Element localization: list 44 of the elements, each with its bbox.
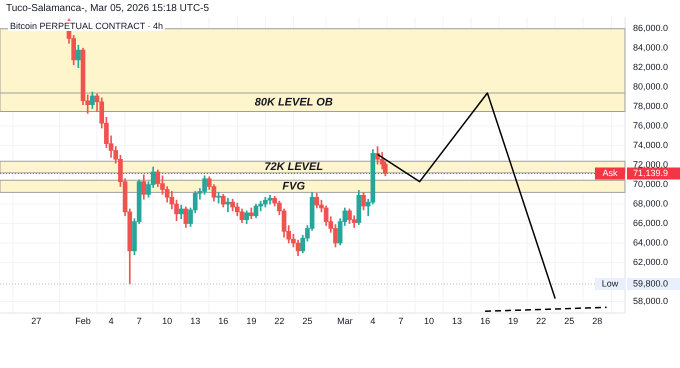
text: 71,139.9 [632, 168, 668, 178]
band-label: 80K LEVEL OB [254, 96, 333, 108]
ref-line-label: Ask [602, 168, 618, 178]
y-tick-label: 84,000.0 [632, 42, 668, 53]
y-tick-label: 76,000.0 [632, 120, 668, 131]
x-tick-label: 27 [31, 316, 42, 326]
x-tick-label: 7 [136, 316, 142, 326]
x-tick-label: 10 [424, 316, 434, 326]
x-tick-label: 13 [452, 316, 462, 326]
y-tick-label: 68,000.0 [632, 198, 668, 209]
x-tick-label: Feb [75, 316, 91, 326]
x-tick-label: Mar [337, 316, 353, 326]
candlestick [226, 198, 230, 212]
y-tick-label: 72,000.0 [632, 160, 668, 170]
text: Bitcoin PERPETUAL CONTRACT · 4h [8, 21, 166, 31]
x-tick-label: 4 [108, 316, 114, 326]
y-tick-label: 70,000.0 [632, 179, 668, 190]
band-label: FVG [282, 180, 306, 192]
x-tick-label: 16 [218, 316, 228, 326]
x-tick-label: 10 [162, 316, 172, 326]
x-tick-label: 7 [398, 316, 404, 326]
y-tick-label: 80,000.0 [632, 82, 668, 92]
x-tick-label: 19 [246, 316, 256, 326]
x-tick-label: 4 [370, 316, 376, 326]
y-tick-label: 58,000.0 [632, 296, 668, 306]
chart-subtitle: Tuco-Salamanca-, Mar 05, 2026 15:18 UTC-5 [6, 3, 210, 14]
y-tick-label: 82,000.0 [632, 62, 668, 72]
text: 59,800.0 [632, 278, 668, 288]
x-tick-label: 22 [274, 316, 284, 326]
x-tick-label: 25 [564, 316, 574, 326]
x-tick-label: 22 [536, 316, 546, 326]
y-tick-label: 78,000.0 [632, 101, 668, 112]
y-tick-label: 86,000.0 [632, 23, 668, 34]
x-tick-label: 25 [302, 316, 312, 326]
y-tick-label: 64,000.0 [632, 238, 668, 248]
x-tick-label: 13 [190, 316, 200, 326]
y-tick-label: 74,000.0 [632, 140, 668, 150]
x-tick-label: 28 [592, 316, 602, 326]
ref-line-label: Low [602, 278, 619, 288]
band-label: 72K LEVEL [264, 161, 324, 174]
y-tick-label: 62,000.0 [632, 257, 668, 268]
y-tick-label: 66,000.0 [632, 218, 668, 228]
x-tick-label: 19 [508, 316, 518, 326]
x-tick-label: 16 [480, 316, 490, 326]
